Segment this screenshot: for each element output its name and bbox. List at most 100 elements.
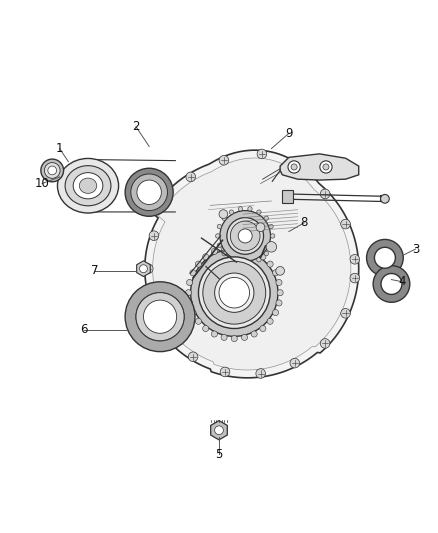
Circle shape (341, 309, 350, 318)
Circle shape (198, 257, 270, 328)
Polygon shape (211, 421, 227, 440)
Circle shape (215, 234, 220, 238)
Text: 1: 1 (56, 142, 64, 155)
Circle shape (41, 159, 64, 182)
Circle shape (229, 257, 233, 262)
Circle shape (187, 300, 193, 306)
Polygon shape (152, 158, 351, 370)
Circle shape (211, 248, 217, 254)
Circle shape (248, 261, 252, 265)
Circle shape (256, 223, 265, 231)
Circle shape (238, 261, 243, 265)
Circle shape (186, 172, 196, 182)
Text: 4: 4 (399, 275, 406, 288)
Circle shape (267, 318, 273, 325)
Circle shape (195, 318, 201, 325)
Circle shape (203, 261, 266, 324)
Circle shape (277, 289, 283, 296)
Circle shape (251, 248, 257, 254)
Circle shape (323, 164, 329, 170)
Circle shape (188, 352, 198, 361)
Circle shape (264, 252, 268, 256)
Circle shape (256, 369, 265, 378)
Circle shape (217, 224, 222, 229)
Circle shape (288, 161, 300, 173)
Circle shape (149, 297, 159, 306)
Circle shape (293, 163, 303, 173)
Circle shape (219, 156, 229, 165)
Circle shape (276, 266, 285, 275)
Circle shape (229, 210, 233, 214)
Text: 10: 10 (35, 177, 49, 190)
Circle shape (219, 210, 228, 219)
Text: 6: 6 (80, 324, 88, 336)
Text: 5: 5 (215, 448, 223, 461)
Circle shape (215, 273, 254, 312)
Circle shape (272, 270, 279, 276)
Circle shape (136, 293, 184, 341)
Circle shape (257, 149, 267, 159)
Text: 3: 3 (412, 243, 419, 255)
Circle shape (159, 196, 168, 206)
Circle shape (260, 254, 266, 260)
Circle shape (271, 234, 275, 238)
Bar (283, 190, 293, 203)
Circle shape (220, 211, 271, 261)
Circle shape (320, 161, 332, 173)
Circle shape (140, 265, 148, 272)
Circle shape (367, 239, 403, 276)
Circle shape (241, 334, 247, 341)
Circle shape (149, 231, 159, 240)
Circle shape (217, 243, 222, 247)
Circle shape (136, 293, 184, 341)
Circle shape (222, 252, 226, 256)
Circle shape (257, 257, 261, 262)
Circle shape (374, 247, 396, 268)
Circle shape (248, 207, 252, 211)
Circle shape (203, 326, 209, 332)
Polygon shape (280, 154, 359, 180)
Circle shape (350, 254, 360, 264)
Circle shape (350, 273, 360, 283)
Circle shape (276, 300, 282, 306)
Circle shape (220, 367, 230, 377)
Circle shape (251, 331, 257, 337)
Circle shape (241, 245, 247, 251)
Circle shape (291, 164, 297, 170)
Circle shape (190, 310, 196, 316)
Circle shape (266, 241, 277, 252)
Circle shape (219, 277, 250, 308)
Circle shape (222, 216, 226, 221)
Ellipse shape (79, 178, 97, 193)
Ellipse shape (73, 173, 103, 199)
Circle shape (48, 166, 57, 175)
Text: 8: 8 (300, 216, 308, 229)
Circle shape (381, 273, 402, 294)
Circle shape (230, 221, 260, 251)
Circle shape (269, 224, 273, 229)
Circle shape (238, 229, 252, 243)
Circle shape (264, 216, 268, 221)
Circle shape (257, 210, 261, 214)
Circle shape (221, 334, 227, 341)
Circle shape (195, 261, 201, 267)
Circle shape (267, 261, 273, 267)
Circle shape (238, 207, 243, 211)
Circle shape (162, 329, 172, 338)
Circle shape (260, 326, 266, 332)
Circle shape (373, 265, 410, 302)
Circle shape (341, 219, 350, 229)
Circle shape (320, 338, 330, 348)
Ellipse shape (65, 166, 111, 206)
Circle shape (185, 289, 191, 296)
Circle shape (211, 331, 217, 337)
Circle shape (203, 254, 209, 260)
Circle shape (231, 335, 237, 342)
Circle shape (144, 264, 153, 273)
Circle shape (320, 189, 330, 199)
Circle shape (215, 426, 223, 434)
Circle shape (187, 279, 193, 286)
Circle shape (269, 243, 273, 247)
Circle shape (131, 174, 167, 211)
Circle shape (125, 282, 195, 352)
